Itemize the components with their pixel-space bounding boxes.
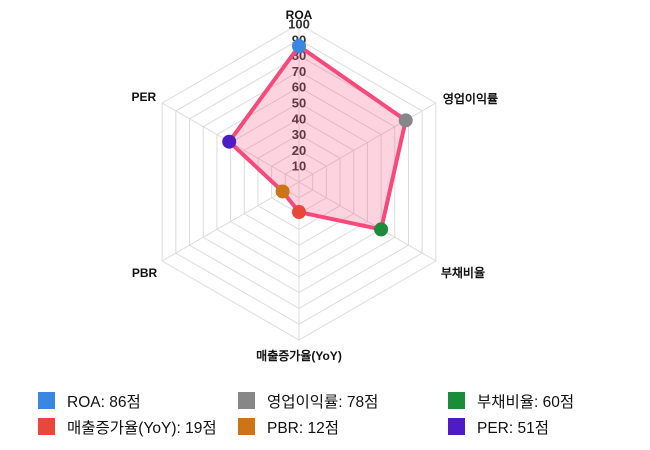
svg-text:매출증가율(YoY): 매출증가율(YoY) <box>256 348 342 363</box>
svg-text:20: 20 <box>292 143 306 158</box>
legend-item-label: 부채비율: 60점 <box>477 393 575 411</box>
legend-color-swatch <box>448 418 465 435</box>
legend-item-label: 매출증가율(YoY): 19점 <box>67 419 217 437</box>
svg-text:부채비율: 부채비율 <box>441 265 485 280</box>
legend-color-swatch <box>38 418 55 435</box>
svg-text:ROA: ROA <box>286 8 313 22</box>
legend-color-swatch <box>238 392 255 409</box>
legend-item-roa: ROA: 86점 <box>38 391 238 411</box>
legend-color-swatch <box>38 392 55 409</box>
radar-chart: 102030405060708090100ROA영업이익률부채비율매출증가율(Y… <box>131 8 498 363</box>
svg-text:30: 30 <box>292 127 306 142</box>
legend-color-swatch <box>238 418 255 435</box>
svg-text:40: 40 <box>292 111 306 126</box>
svg-text:70: 70 <box>292 64 306 79</box>
legend-item-label: PBR: 12점 <box>267 419 339 437</box>
svg-text:PER: PER <box>131 90 156 104</box>
svg-text:PBR: PBR <box>132 266 158 280</box>
svg-text:10: 10 <box>292 159 306 174</box>
legend-item-debt-ratio: 부채비율: 60점 <box>448 391 618 411</box>
legend-color-swatch <box>448 392 465 409</box>
radar-chart-canvas: 102030405060708090100ROA영업이익률부채비율매출증가율(Y… <box>131 8 498 363</box>
legend-item-per: PER: 51점 <box>448 417 618 437</box>
svg-text:50: 50 <box>292 96 306 111</box>
legend-item-pbr: PBR: 12점 <box>238 417 448 437</box>
svg-text:100: 100 <box>288 17 310 32</box>
legend-item-label: 영업이익률: 78점 <box>267 393 379 411</box>
svg-text:60: 60 <box>292 80 306 95</box>
svg-text:영업이익률: 영업이익률 <box>443 91 498 106</box>
legend-item-label: PER: 51점 <box>477 419 549 437</box>
chart-legend: ROA: 86점 영업이익률: 78점 부채비율: 60점 매출증가율(YoY)… <box>38 391 618 437</box>
legend-item-revenue-growth: 매출증가율(YoY): 19점 <box>38 417 238 437</box>
legend-item-operating-margin: 영업이익률: 78점 <box>238 391 448 411</box>
legend-item-label: ROA: 86점 <box>67 393 141 411</box>
